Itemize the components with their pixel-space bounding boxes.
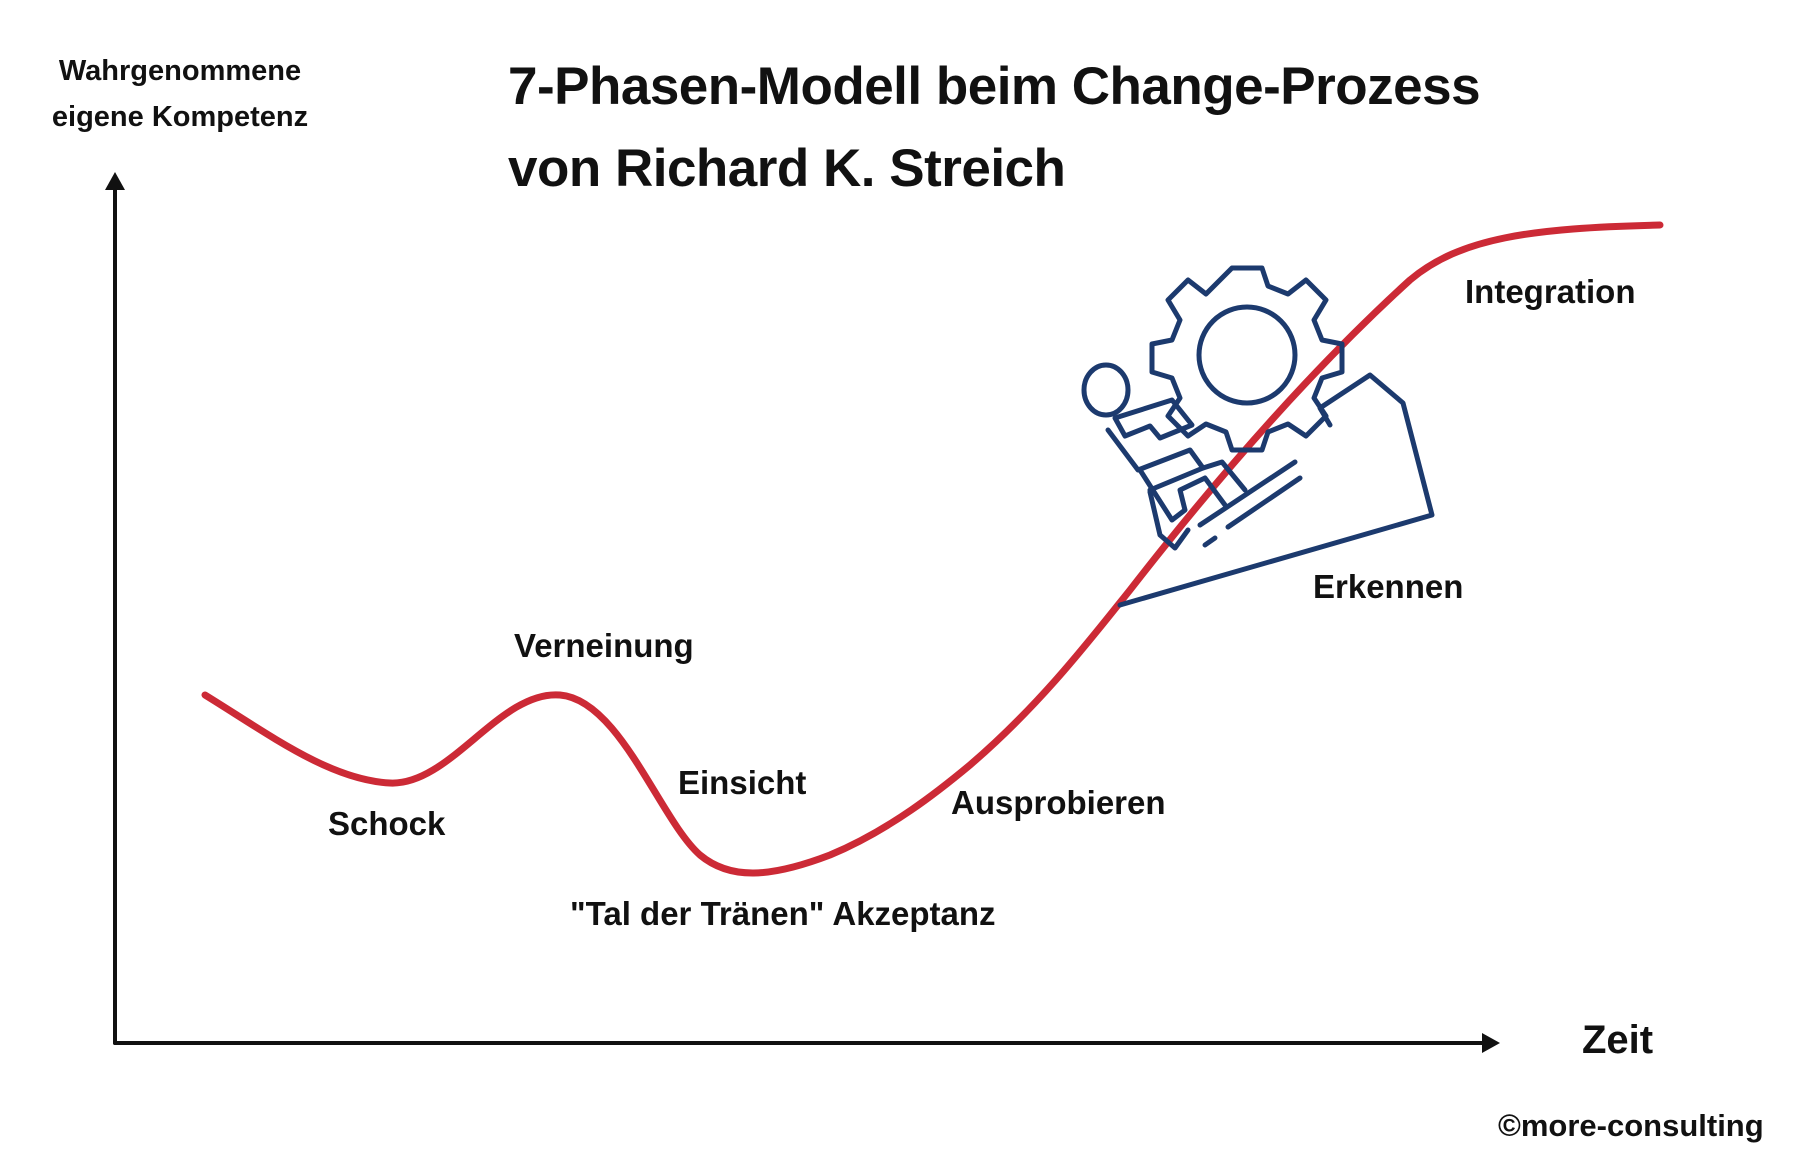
x-axis-label: Zeit — [1582, 1018, 1654, 1062]
phase-label-ausprobieren: Ausprobieren — [951, 784, 1166, 821]
copyright-notice: ©more-consulting — [1498, 1108, 1764, 1143]
person-pushing-gear-icon — [1081, 265, 1435, 608]
gear-icon — [1149, 265, 1345, 453]
change-curve — [201, 221, 1664, 877]
diagram-title-line-1: 7-Phasen-Modell beim Change-Prozess — [508, 57, 1481, 116]
y-axis-arrow-icon — [105, 172, 125, 190]
y-axis-label-line-1: Wahrgenommene — [58, 55, 302, 87]
phase-label-erkennen: Erkennen — [1313, 568, 1464, 605]
diagram-title-line-2: von Richard K. Streich — [508, 139, 1066, 198]
phase-label-schock: Schock — [328, 805, 446, 842]
phase-label-einsicht: Einsicht — [678, 764, 807, 801]
y-axis-label-line-2: eigene Kompetenz — [51, 101, 309, 133]
x-axis-arrow-icon — [1482, 1033, 1500, 1053]
phase-label-akzeptanz: "Tal der Tränen" Akzeptanz — [570, 895, 996, 932]
person-icon — [1081, 362, 1248, 551]
phase-label-verneinung: Verneinung — [514, 627, 694, 664]
phase-label-integration: Integration — [1465, 273, 1636, 310]
